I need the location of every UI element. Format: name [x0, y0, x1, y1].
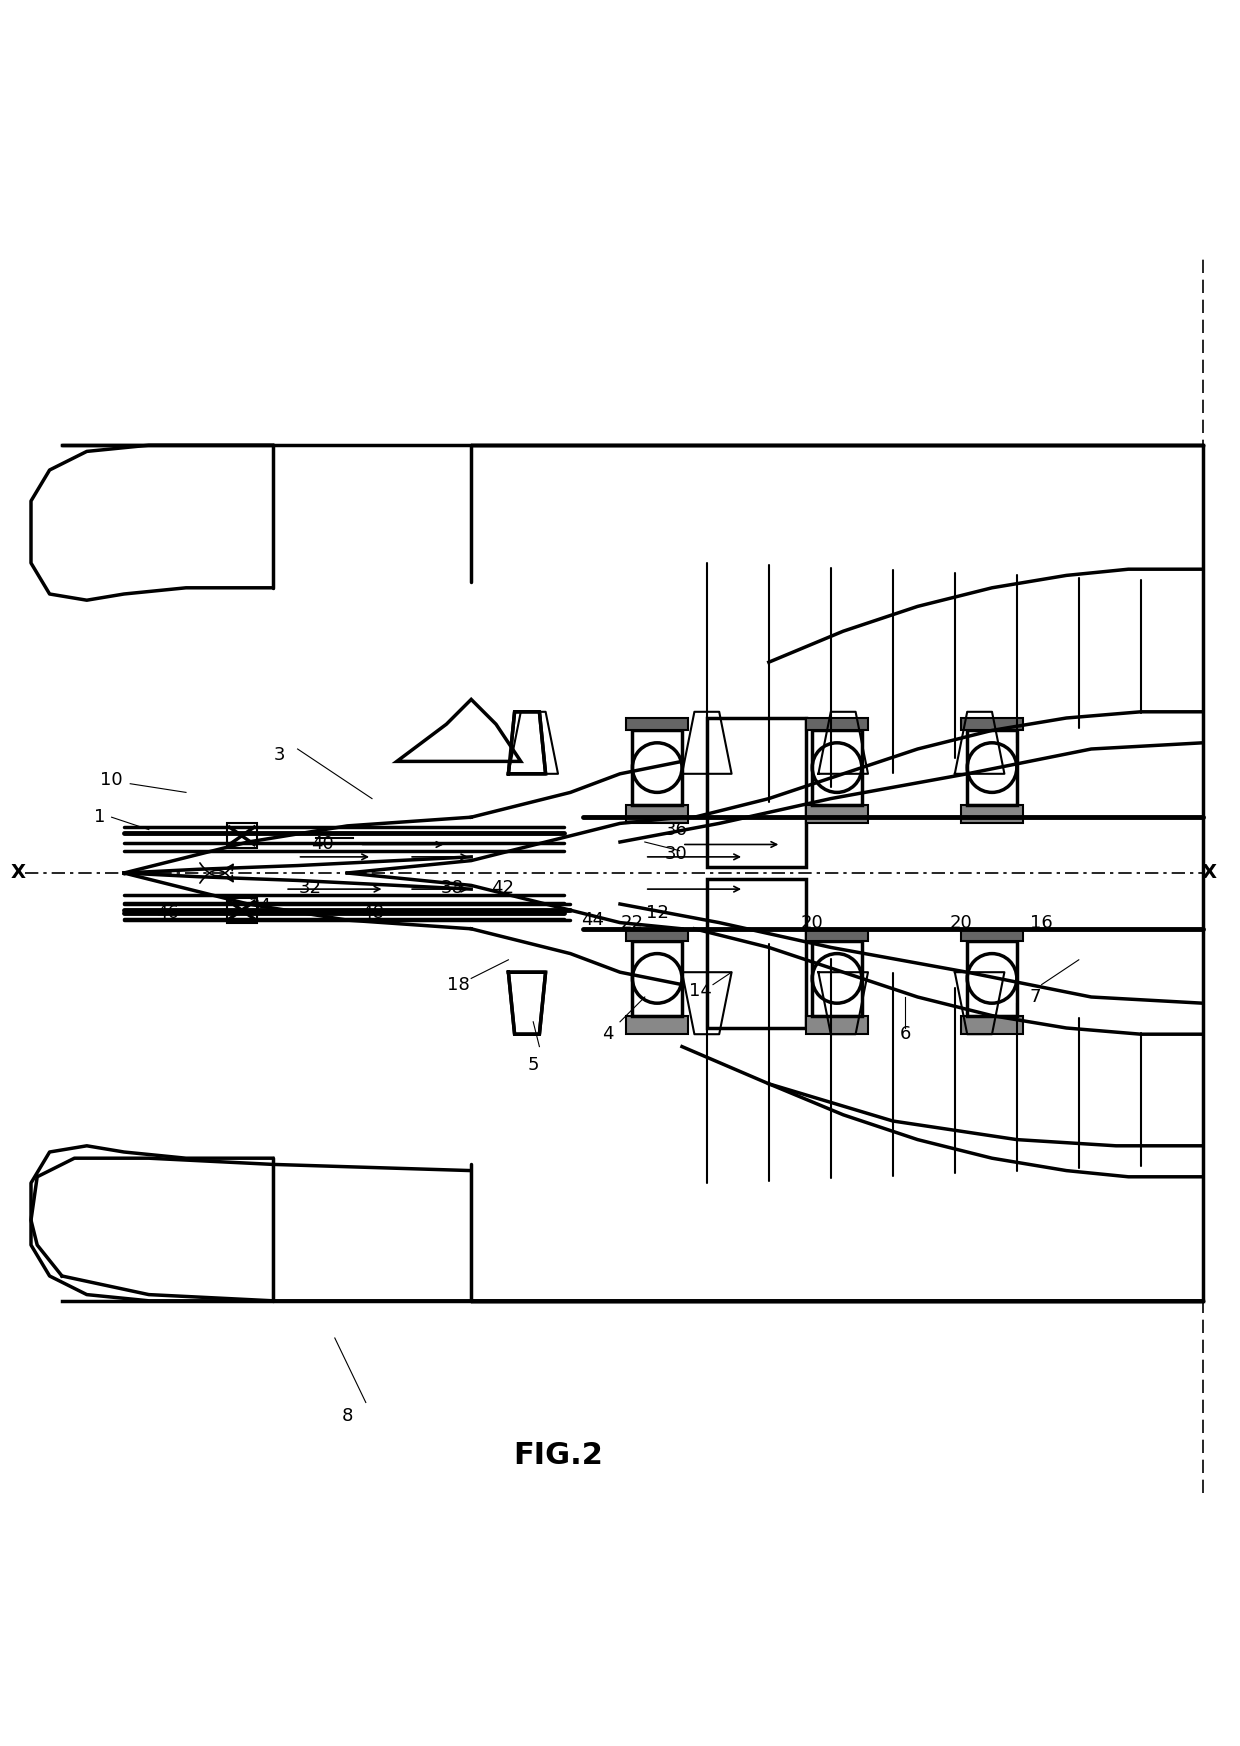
Bar — [812, 730, 862, 805]
Text: 5: 5 — [527, 1056, 539, 1074]
Text: 6: 6 — [899, 1025, 911, 1042]
Text: 46: 46 — [156, 904, 179, 922]
Bar — [626, 929, 688, 941]
Bar — [227, 897, 257, 922]
Text: 14: 14 — [689, 981, 712, 1000]
Text: FIG.2: FIG.2 — [513, 1440, 603, 1470]
Text: 22: 22 — [621, 913, 644, 932]
Text: 40: 40 — [311, 836, 334, 854]
Bar — [707, 718, 806, 866]
Text: 42: 42 — [491, 878, 513, 897]
Bar — [961, 805, 1023, 824]
Text: 20: 20 — [950, 913, 972, 932]
Text: 4: 4 — [601, 1025, 614, 1042]
Bar — [967, 941, 1017, 1016]
Bar — [227, 824, 257, 849]
Bar — [806, 718, 868, 730]
Bar — [961, 1016, 1023, 1034]
Bar — [626, 805, 688, 824]
Polygon shape — [397, 700, 521, 761]
Bar — [806, 929, 868, 941]
Text: X: X — [1202, 864, 1216, 882]
Text: 44: 44 — [582, 911, 604, 929]
Bar — [707, 880, 806, 1028]
Text: 48: 48 — [361, 904, 383, 922]
Text: 12: 12 — [646, 904, 668, 922]
Text: 7: 7 — [1029, 988, 1042, 1006]
Bar — [626, 718, 688, 730]
Text: 1: 1 — [93, 808, 105, 826]
Text: 34: 34 — [249, 897, 272, 915]
Text: 16: 16 — [1030, 913, 1053, 932]
Text: 36: 36 — [665, 821, 687, 838]
Text: 38: 38 — [441, 878, 464, 897]
Bar — [961, 718, 1023, 730]
Text: 8: 8 — [341, 1407, 353, 1425]
Bar — [967, 730, 1017, 805]
Text: 3: 3 — [273, 746, 285, 765]
Bar — [806, 1016, 868, 1034]
Polygon shape — [508, 973, 546, 1034]
Polygon shape — [508, 712, 546, 773]
Bar — [632, 730, 682, 805]
Text: 20: 20 — [801, 913, 823, 932]
Text: 30: 30 — [665, 845, 687, 864]
Bar — [961, 929, 1023, 941]
Text: X: X — [11, 864, 26, 882]
Bar — [632, 941, 682, 1016]
Text: 18: 18 — [448, 976, 470, 993]
Bar — [812, 941, 862, 1016]
Text: 10: 10 — [100, 772, 123, 789]
Bar — [626, 1016, 688, 1034]
Text: 32: 32 — [299, 878, 321, 897]
Bar — [806, 805, 868, 824]
